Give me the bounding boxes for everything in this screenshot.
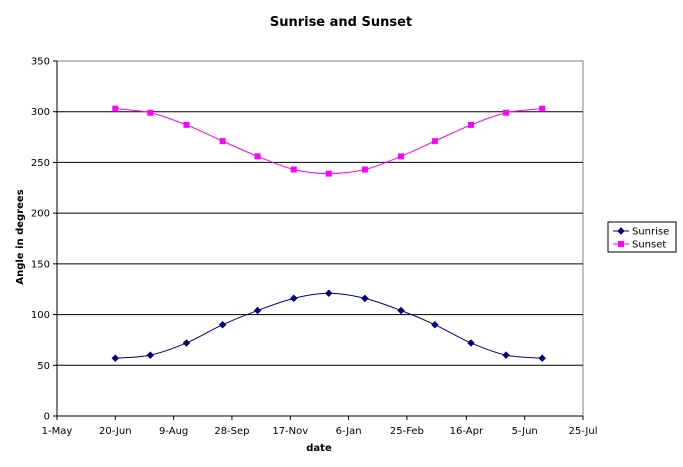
sunset-point xyxy=(431,138,438,145)
x-tick-label: 20-Jun xyxy=(99,426,132,437)
sunrise-point xyxy=(182,339,191,347)
sunset-point xyxy=(398,153,405,160)
sunrise-point xyxy=(502,351,510,359)
sunset-point xyxy=(290,166,297,173)
x-tick-label: 1-May xyxy=(42,426,73,437)
x-tick-label: 25-Feb xyxy=(390,426,424,437)
sunset-point xyxy=(325,170,332,177)
y-tick-label: 100 xyxy=(31,310,50,321)
sunrise-point xyxy=(538,354,547,363)
x-tick-label: 9-Aug xyxy=(159,426,188,437)
y-tick-label: 350 xyxy=(31,57,50,68)
sunrise-point xyxy=(111,354,120,363)
sunrise-point xyxy=(467,339,475,347)
x-tick-label: 17-Nov xyxy=(272,426,308,437)
legend-sunrise-label: Sunrise xyxy=(632,227,669,238)
sunrise-point xyxy=(397,306,405,315)
sunrise-point xyxy=(324,289,333,298)
x-tick-label: 25-Jul xyxy=(569,426,598,437)
legend-sunset-label: Sunset xyxy=(632,240,666,251)
y-tick-label: 150 xyxy=(31,259,50,270)
sunrise-point xyxy=(361,294,369,303)
x-tick-label: 16-Apr xyxy=(450,426,484,437)
sunset-point xyxy=(361,166,368,173)
y-tick-label: 200 xyxy=(31,209,50,220)
sunrise-point xyxy=(289,294,298,303)
chart-title: Sunrise and Sunset xyxy=(270,15,412,30)
legend-sunrise-marker xyxy=(617,227,625,235)
legend: Sunrise Sunset xyxy=(607,221,677,253)
sunset-point xyxy=(539,105,546,112)
sunrise-point xyxy=(431,320,439,329)
plot-area: 0 50 100 150 200 250 300 350 1-May 20-Jun 9-Aug 28-… xyxy=(31,57,598,438)
y-tick-label: 250 xyxy=(31,158,50,169)
plot-frame xyxy=(56,60,584,417)
x-tick-label: 28-Sep xyxy=(214,426,249,437)
sunrise-point xyxy=(218,320,227,329)
y-tick-label: 300 xyxy=(31,107,50,118)
sunrise-point xyxy=(146,351,155,359)
y-tick-label: 50 xyxy=(37,361,50,372)
x-tick-label: 6-Jan xyxy=(336,426,362,437)
sunset-point xyxy=(183,121,190,128)
y-axis-title: Angle in degrees xyxy=(15,189,26,284)
sunset-point xyxy=(503,109,510,116)
sunset-point xyxy=(254,153,261,160)
sunset-point xyxy=(147,109,154,116)
sunset-point xyxy=(468,121,475,128)
x-axis-title: date xyxy=(306,443,332,454)
x-tick-label: 5-Jun xyxy=(512,426,538,437)
legend-sunset-marker xyxy=(618,241,624,247)
sunset-point xyxy=(112,105,119,112)
sunrise-point xyxy=(253,306,262,315)
y-tick-label: 0 xyxy=(44,412,50,423)
sunset-point xyxy=(219,138,226,145)
